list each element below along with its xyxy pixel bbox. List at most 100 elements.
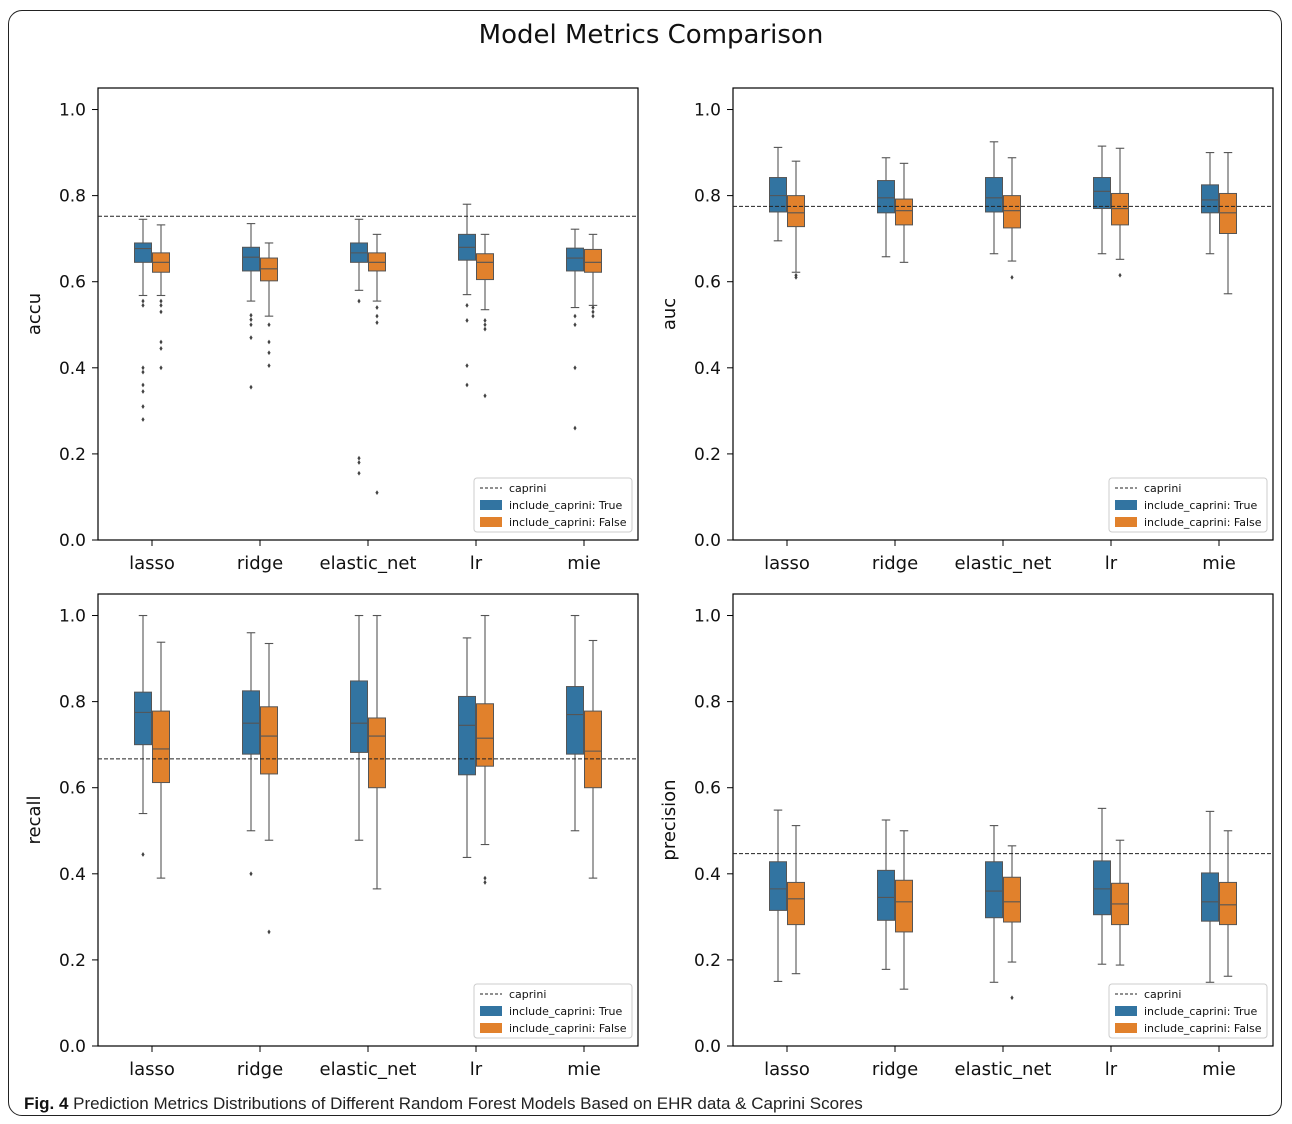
outlier-point <box>591 305 595 310</box>
box-iqr <box>1093 177 1111 210</box>
box-iqr <box>769 861 787 911</box>
outlier-point <box>375 490 379 496</box>
box-iqr <box>787 195 805 228</box>
box-lasso-true <box>134 614 152 857</box>
box-elastic_net-true <box>350 614 368 841</box>
box-mie-true <box>1201 152 1219 255</box>
box-iqr <box>368 717 386 789</box>
outlier-point <box>483 318 487 323</box>
box-lasso-false <box>152 641 170 879</box>
outlier-point <box>375 320 379 326</box>
legend-entry-label: include_caprini: False <box>509 516 627 529</box>
outlier-point <box>141 382 145 388</box>
outlier-point <box>1010 995 1014 1001</box>
outlier-point <box>141 404 145 409</box>
box-elastic_net-true <box>985 825 1003 983</box>
x-tick-label: mie <box>1202 1059 1236 1080</box>
box-ridge-false <box>260 242 278 369</box>
y-tick-label: 0.2 <box>59 445 86 465</box>
box-iqr <box>1201 184 1219 214</box>
x-tick-label: lasso <box>764 553 810 574</box>
box-ridge-false <box>260 642 278 935</box>
outlier-point <box>159 298 163 304</box>
y-tick-label: 0.2 <box>694 951 721 971</box>
outlier-point <box>159 309 163 315</box>
box-iqr <box>1219 192 1237 235</box>
outlier-point <box>249 322 253 328</box>
outlier-point <box>357 455 361 461</box>
y-tick-label: 0.8 <box>694 187 721 207</box>
box-iqr <box>134 691 152 746</box>
box-iqr <box>895 198 913 226</box>
outlier-point <box>357 460 361 465</box>
x-tick-label: lr <box>1105 1059 1118 1080</box>
outlier-point <box>159 346 163 351</box>
box-lasso-true <box>769 146 787 242</box>
y-tick-label: 1.0 <box>694 607 721 627</box>
x-tick-label: lr <box>1105 553 1118 574</box>
box-lr-true <box>458 203 476 388</box>
legend-entry-label: include_caprini: False <box>509 1022 627 1035</box>
outlier-point <box>794 275 798 280</box>
outlier-point <box>249 317 253 322</box>
box-lasso-false <box>152 224 170 371</box>
y-tick-label: 0.4 <box>59 359 86 379</box>
outlier-point <box>483 880 487 885</box>
plot-area-frame <box>97 87 639 541</box>
box-lr-true <box>1093 807 1111 965</box>
y-axis-label: recall <box>24 795 45 844</box>
y-tick-label: 0.6 <box>694 273 721 293</box>
outlier-point <box>357 298 361 304</box>
outlier-point <box>141 852 145 857</box>
figure-caption: Fig. 4 Prediction Metrics Distributions … <box>24 1094 863 1114</box>
outlier-point <box>267 363 271 369</box>
caption-text: Prediction Metrics Distributions of Diff… <box>73 1094 863 1113</box>
box-iqr <box>877 180 895 214</box>
box-elastic_net-false <box>368 614 386 890</box>
outlier-point <box>249 312 253 318</box>
figure-frame <box>8 10 1282 1116</box>
box-mie-false <box>1219 830 1237 977</box>
box-iqr <box>584 710 602 789</box>
outlier-point <box>573 365 577 371</box>
chart-legend: caprini include_caprini: True include_capr… <box>1108 983 1268 1039</box>
box-iqr <box>458 695 476 776</box>
outlier-point <box>249 871 253 877</box>
outlier-point <box>483 326 487 332</box>
box-iqr <box>1111 192 1129 226</box>
outlier-point <box>141 369 145 375</box>
box-ridge-true <box>242 223 260 390</box>
box-iqr <box>1093 860 1111 916</box>
x-tick-label: mie <box>1202 553 1236 574</box>
y-tick-label: 0.4 <box>694 865 721 885</box>
box-lr-true <box>1093 145 1111 255</box>
plot-area-frame <box>732 593 1274 1047</box>
outlier-point <box>267 929 271 935</box>
legend-entry-label: include_caprini: False <box>1144 516 1262 529</box>
y-axis-label: auc <box>659 298 680 330</box>
y-tick-label: 0.4 <box>59 865 86 885</box>
chart-panel-recall: 0.0 0.2 0.4 0.6 0.8 1.0 recall lasso ridge elasti… <box>24 593 639 1080</box>
legend-entry-label: caprini <box>1144 482 1181 495</box>
outlier-point <box>573 425 577 431</box>
y-tick-label: 0.8 <box>694 693 721 713</box>
box-lr-true <box>458 637 476 859</box>
x-tick-label: lr <box>470 1059 483 1080</box>
box-elastic_net-true <box>985 141 1003 255</box>
y-tick-label: 0.0 <box>59 1037 86 1057</box>
x-tick-label: lasso <box>764 1059 810 1080</box>
x-tick-label: elastic_net <box>955 553 1052 574</box>
outlier-point <box>573 322 577 328</box>
chart-panel-accu: 0.0 0.2 0.4 0.6 0.8 1.0 accu lasso ridge elastic_… <box>24 87 639 574</box>
x-tick-label: elastic_net <box>955 1059 1052 1080</box>
chart-legend: caprini include_caprini: True include_capr… <box>1108 477 1268 533</box>
x-tick-label: mie <box>567 553 601 574</box>
box-iqr <box>350 680 368 753</box>
box-iqr <box>566 247 584 272</box>
y-axis-label: precision <box>659 779 680 860</box>
y-tick-label: 0.6 <box>59 273 86 293</box>
box-iqr <box>152 710 170 784</box>
outlier-point <box>141 298 145 304</box>
plot-area-frame <box>97 593 639 1047</box>
